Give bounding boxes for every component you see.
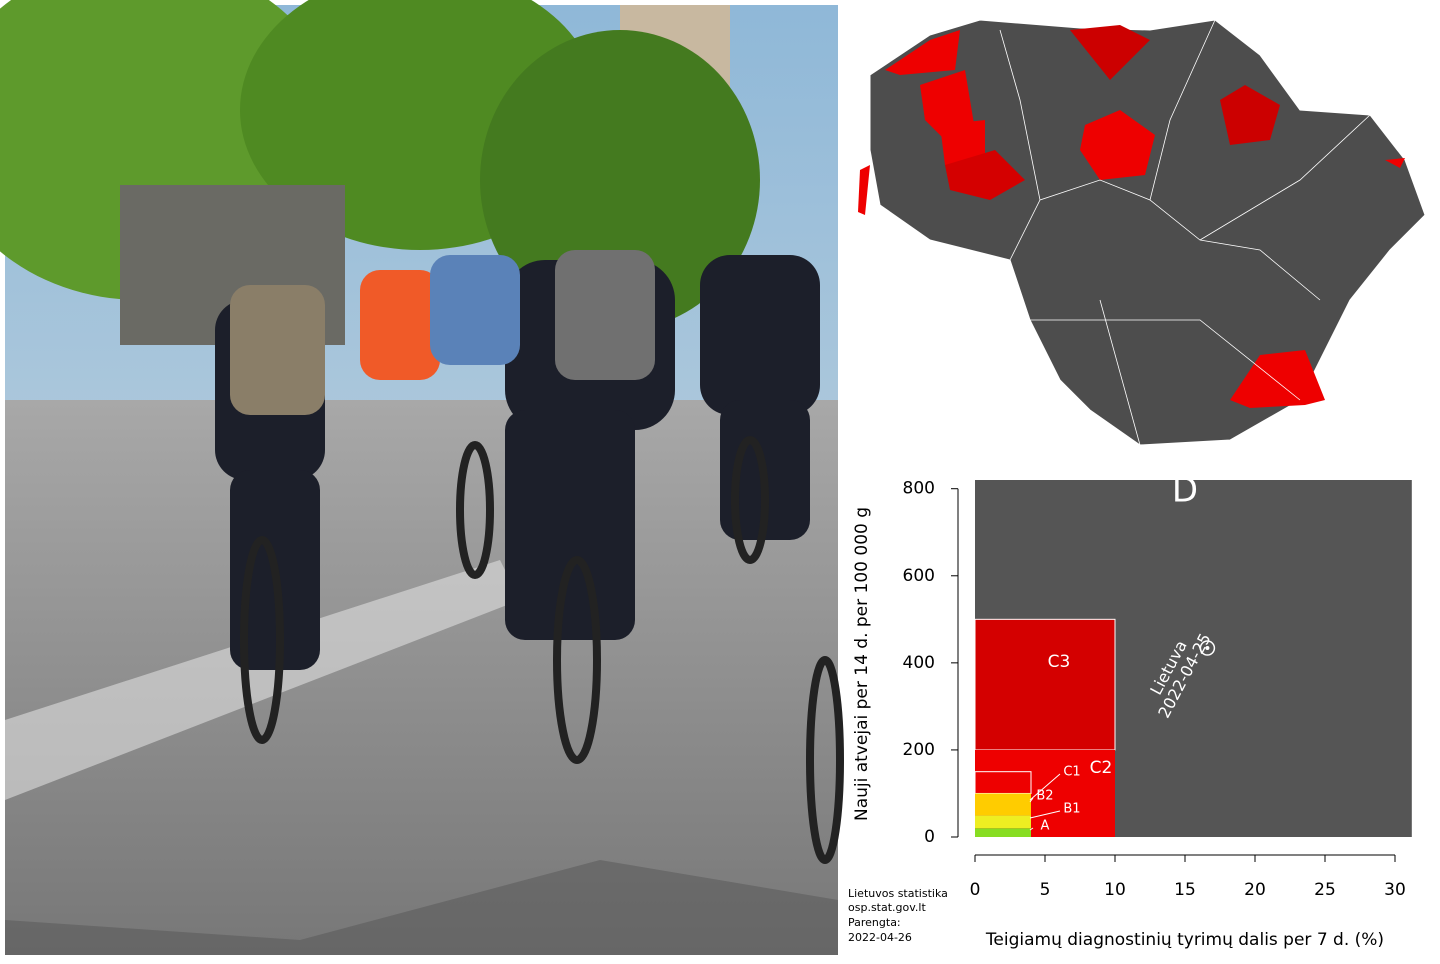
zone-label: C2 xyxy=(1090,758,1113,778)
leader-line xyxy=(1029,797,1034,803)
zone xyxy=(975,828,1031,837)
zone xyxy=(975,815,1031,829)
zone-label: B1 xyxy=(1063,802,1080,817)
zone xyxy=(974,771,1032,794)
y-tick-label: 800 xyxy=(903,479,935,499)
point xyxy=(1199,640,1216,656)
zone-label: D xyxy=(1172,471,1198,511)
y-tick-label: 0 xyxy=(924,827,935,847)
point-center xyxy=(1205,646,1210,651)
x-tick-label: 30 xyxy=(1384,880,1406,900)
source-line: Lietuvos statistika xyxy=(848,887,948,900)
x-tick-label: 20 xyxy=(1244,880,1266,900)
x-tick-label: 5 xyxy=(1040,880,1051,900)
photo xyxy=(0,0,844,955)
leader-line xyxy=(1029,827,1034,831)
zone-label: A xyxy=(1041,819,1050,834)
source-note: Lietuvos statistika osp.stat.gov.lt Pare… xyxy=(848,887,948,944)
leader-line xyxy=(1029,810,1061,819)
x-tick-label: 0 xyxy=(970,880,981,900)
leader-line xyxy=(1029,773,1061,801)
zone xyxy=(974,618,1116,751)
x-tick-label: 10 xyxy=(1104,880,1126,900)
x-tick-label: 25 xyxy=(1314,880,1336,900)
y-tick-label: 400 xyxy=(903,653,935,673)
zone-label: C1 xyxy=(1063,765,1080,780)
zone-label: C3 xyxy=(1048,652,1071,672)
y-axis-label: Nauji atvejai per 14 d. per 100 000 g xyxy=(852,507,872,821)
source-line: 2022-04-26 xyxy=(848,931,912,944)
source-line: osp.stat.gov.lt xyxy=(848,901,926,914)
x-axis-label: Teigiamų diagnostinių tyrimų dalis per 7… xyxy=(985,930,1384,950)
y-tick-label: 200 xyxy=(903,740,935,760)
x-tick-label: 15 xyxy=(1174,880,1196,900)
zone xyxy=(975,793,1031,816)
y-tick-label: 600 xyxy=(903,566,935,586)
source-line: Parengta: xyxy=(848,916,901,929)
map xyxy=(858,19,1426,446)
zone-label: B2 xyxy=(1036,789,1053,804)
